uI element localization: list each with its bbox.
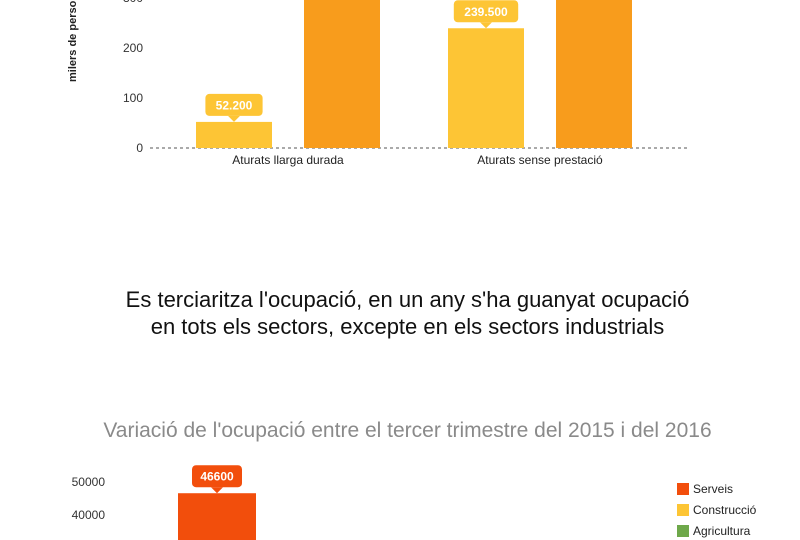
headline-line-2: en tots els sectors, excepte en els sect… bbox=[150, 314, 665, 339]
y-axis-label: milers de persones bbox=[67, 0, 79, 82]
y-tick-label: 300 bbox=[123, 0, 143, 5]
data-label-pointer bbox=[480, 22, 492, 29]
legend-swatch bbox=[677, 504, 689, 516]
y-tick-label: 40000 bbox=[72, 508, 106, 522]
bar bbox=[178, 493, 256, 540]
data-label: 52.200 bbox=[205, 93, 263, 122]
data-label-pointer bbox=[228, 115, 240, 122]
data-label: 46600 bbox=[192, 465, 242, 494]
chart-title: Variació de l'ocupació entre el tercer t… bbox=[103, 419, 712, 442]
headline-line-1: Es terciaritza l'ocupació, en un any s'h… bbox=[125, 287, 690, 312]
data-label-box bbox=[205, 93, 263, 116]
y-tick-label: 0 bbox=[136, 141, 143, 155]
legend-label: Construcció bbox=[693, 503, 757, 517]
legend-swatch bbox=[677, 525, 689, 537]
y-tick-label: 50000 bbox=[72, 475, 106, 489]
headline: Es terciaritza l'ocupació, en un any s'h… bbox=[40, 286, 775, 340]
legend-label: Serveis bbox=[693, 482, 733, 496]
data-label-text: 46600 bbox=[200, 470, 234, 484]
data-label-box bbox=[192, 465, 242, 488]
data-label: 239.500 bbox=[453, 0, 519, 29]
data-label-text: 239.500 bbox=[464, 5, 508, 19]
y-tick-label: 100 bbox=[123, 91, 143, 105]
data-label-pointer bbox=[211, 487, 223, 494]
bar bbox=[196, 121, 272, 148]
data-label-text: 52.200 bbox=[216, 98, 253, 112]
x-tick-label: Aturats sense prestació bbox=[477, 153, 603, 167]
x-tick-label: Aturats llarga durada bbox=[232, 153, 344, 167]
legend-swatch bbox=[677, 483, 689, 495]
bar bbox=[556, 0, 632, 148]
legend-label: Agricultura bbox=[693, 524, 751, 538]
y-tick-label: 200 bbox=[123, 41, 143, 55]
data-label-box bbox=[453, 0, 519, 23]
chart-aturats: 0 100 200 300 milers de persones 52.200 Aturat… bbox=[67, 0, 690, 167]
bar bbox=[448, 28, 524, 148]
bar bbox=[304, 0, 380, 148]
